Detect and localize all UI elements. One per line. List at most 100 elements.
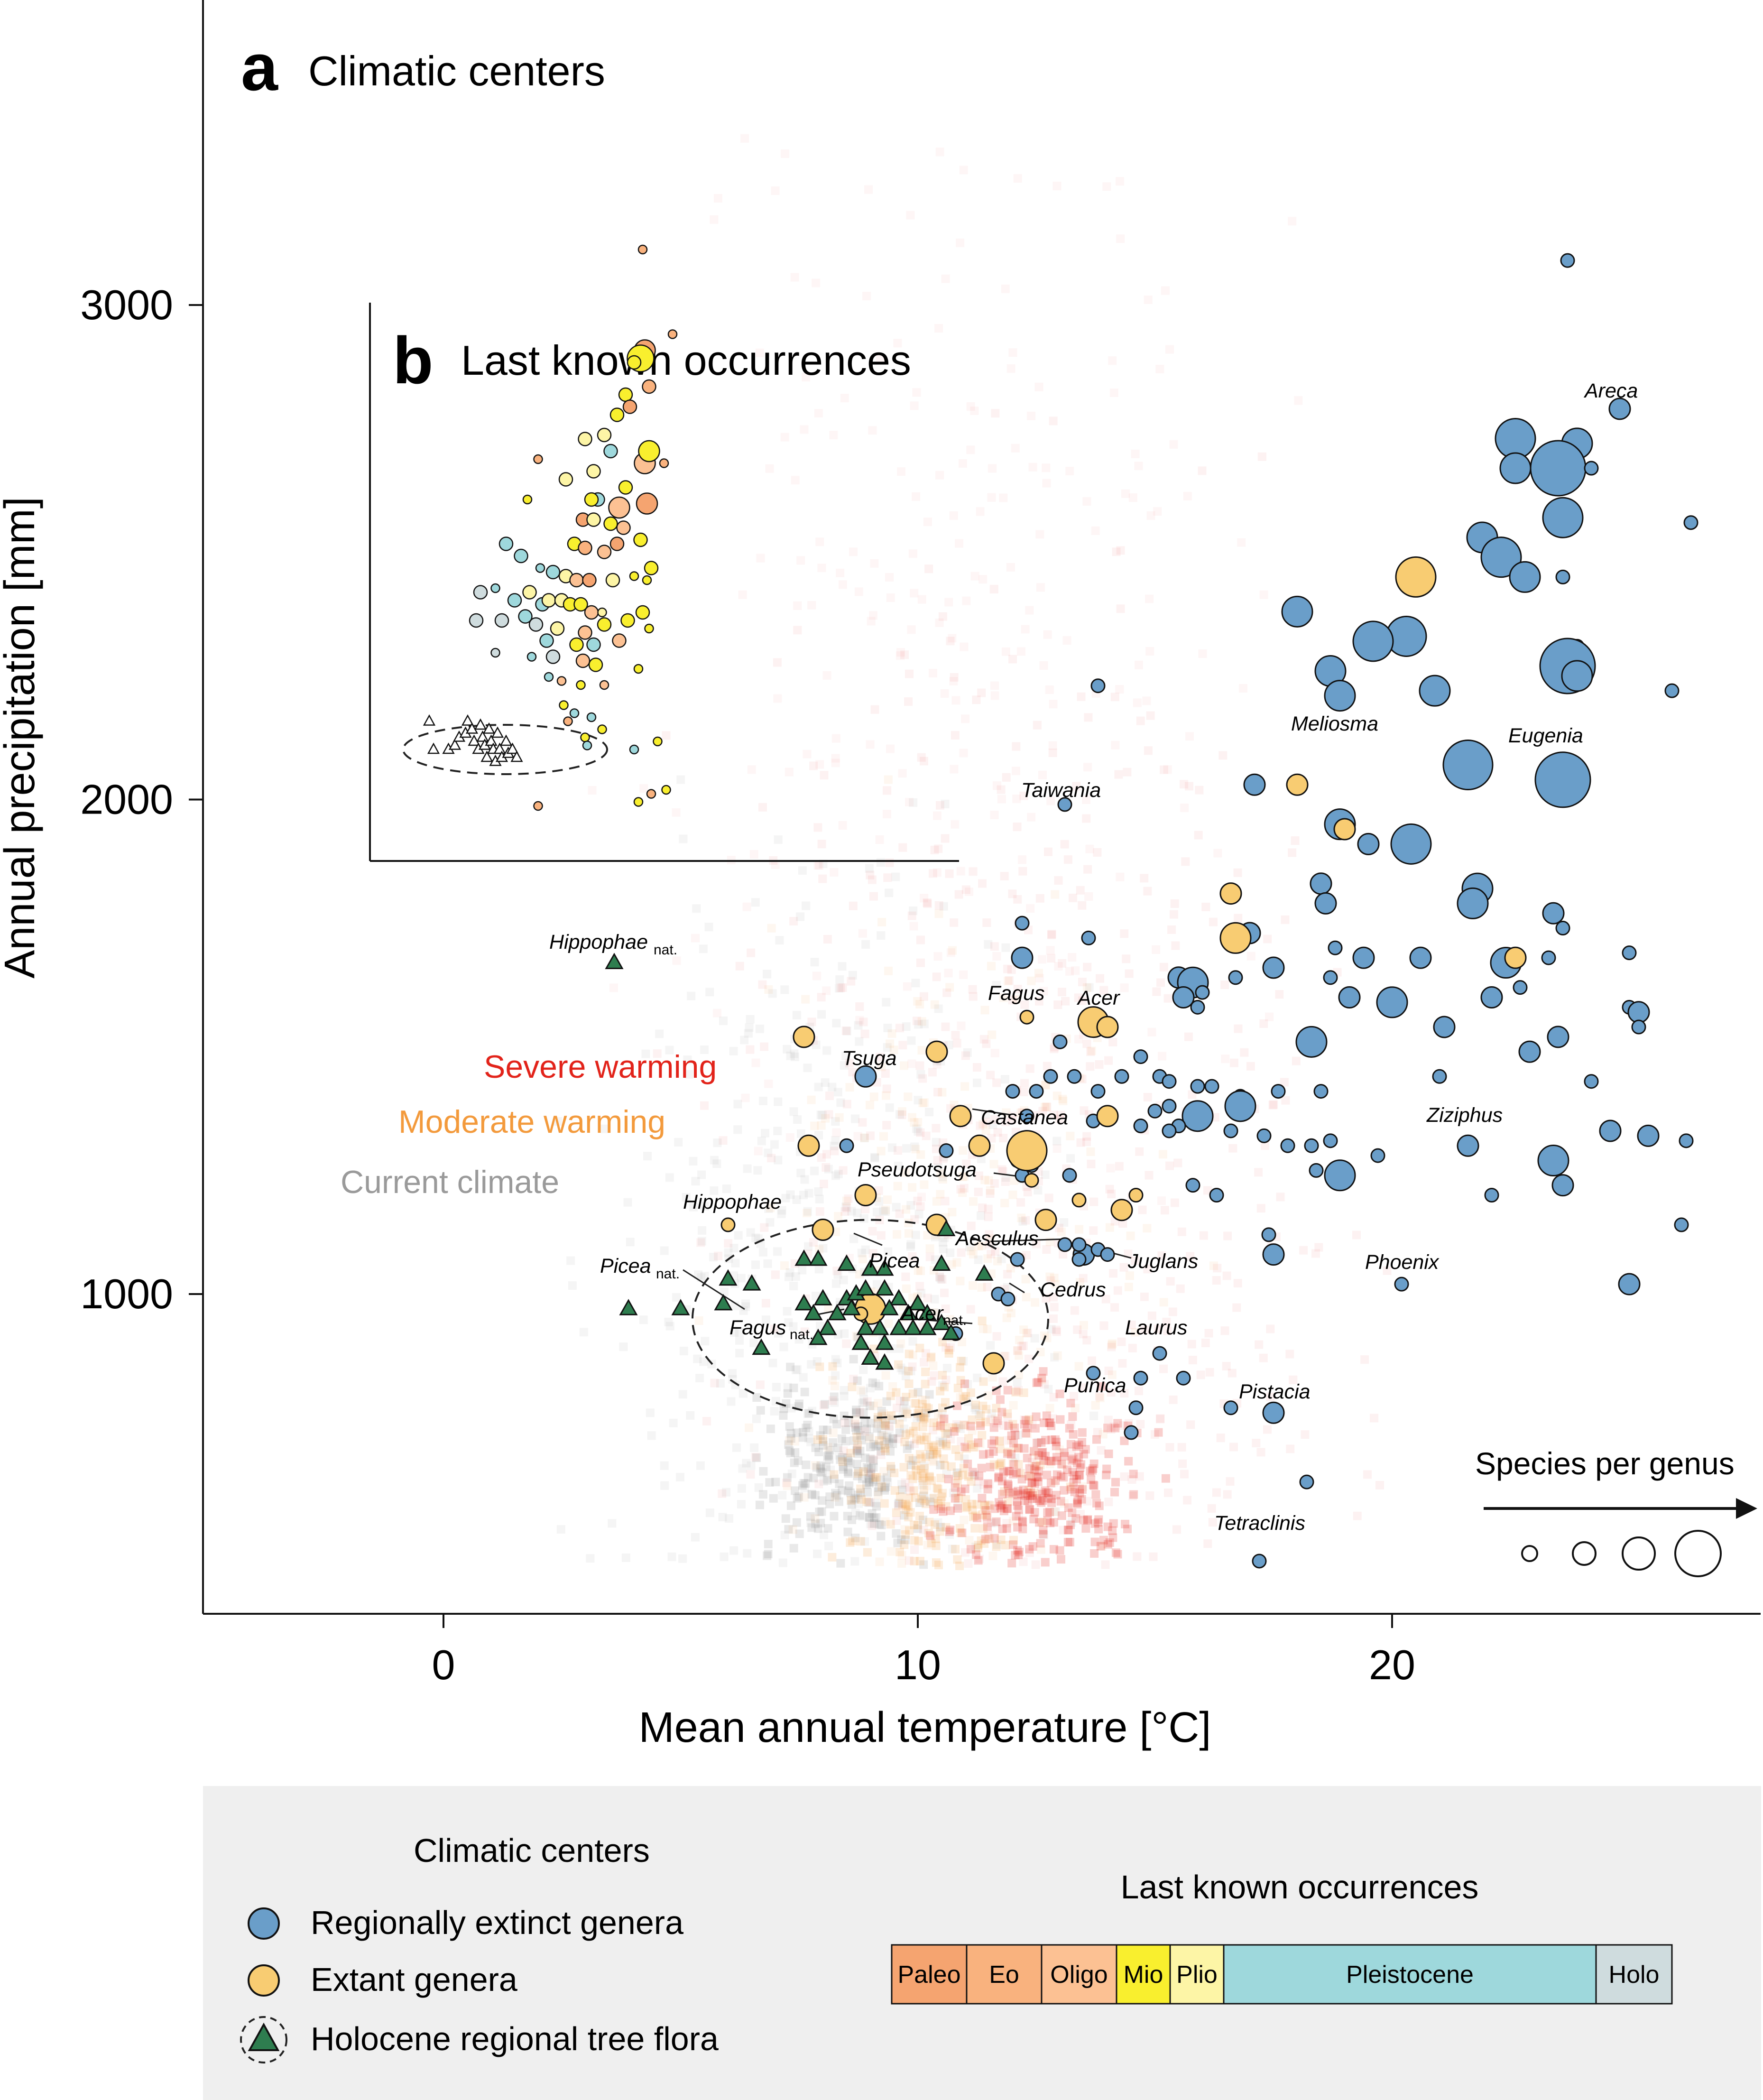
cloud-cell [1009, 1401, 1018, 1410]
cloud-cell [946, 948, 955, 957]
cloud-cell [954, 1422, 963, 1431]
cloud-cell [1007, 1559, 1016, 1568]
cloud-cell [969, 1512, 978, 1521]
cloud-cell [962, 596, 971, 605]
inset-point [533, 454, 543, 464]
cloud-cell [932, 1145, 941, 1154]
cloud-cell [1019, 1485, 1028, 1494]
inset-holocene-point [448, 738, 462, 750]
holocene-tree-point [809, 1328, 828, 1345]
cloud-cell [712, 1159, 721, 1168]
cloud-cell [1102, 1464, 1111, 1473]
cloud-cell [917, 1045, 926, 1055]
cloud-cell [974, 1255, 983, 1264]
cloud-cell [913, 1196, 922, 1205]
cloud-cell [786, 1051, 795, 1060]
cloud-cell [992, 1078, 1001, 1087]
extinct-genus-point [1204, 1079, 1219, 1094]
extinct-genus-point [1262, 1243, 1285, 1266]
cloud-cell [568, 1281, 577, 1290]
cloud-cell [887, 1411, 896, 1420]
cloud-cell [851, 1423, 860, 1432]
cloud-cell [987, 1439, 996, 1448]
extinct-genus-point [1338, 986, 1361, 1008]
extinct-genus-point [1457, 1134, 1479, 1157]
epoch-cell-mio [1116, 1944, 1171, 2005]
inset-point [599, 680, 609, 690]
cloud-cell [872, 1424, 881, 1433]
extinct-genus-point [1683, 515, 1698, 530]
inset-point [588, 657, 603, 672]
cloud-cell [928, 1494, 937, 1503]
cloud-cell [866, 1384, 875, 1393]
cloud-cell [1078, 1485, 1087, 1494]
cloud-cell [1134, 660, 1143, 669]
cloud-cell [938, 1370, 947, 1379]
cloud-cell [958, 1471, 967, 1480]
cloud-cell [934, 324, 943, 333]
annotation-taiwania: Taiwania [1021, 779, 1101, 802]
inset-point [633, 797, 644, 807]
cloud-cell [943, 1429, 952, 1438]
cloud-cell [662, 731, 671, 740]
cloud-cell [933, 1156, 942, 1165]
cloud-cell [746, 1470, 755, 1479]
cloud-cell [773, 1127, 782, 1136]
epoch-label: Paleo [898, 1961, 961, 1989]
cloud-cell [968, 1468, 977, 1477]
cloud-cell [1098, 1542, 1107, 1551]
cloud-cell [869, 611, 878, 620]
cloud-cell [980, 1502, 989, 1511]
cloud-cell [918, 1395, 927, 1404]
cloud-cell [914, 1127, 923, 1136]
cloud-cell [901, 1499, 910, 1508]
cloud-cell [886, 744, 895, 753]
cloud-cell [839, 1276, 848, 1285]
cloud-cell [1042, 463, 1051, 472]
cloud-cell [942, 1364, 951, 1373]
cloud-cell [1069, 1430, 1078, 1439]
cloud-cell [1198, 466, 1207, 475]
holocene-tree-point [880, 1299, 899, 1315]
cloud-cell [1183, 1496, 1192, 1505]
cloud-cell [832, 1128, 841, 1137]
cloud-cell [852, 1446, 861, 1455]
cloud-cell [852, 1426, 861, 1435]
cloud-cell [802, 1461, 811, 1470]
cloud-cell [952, 1420, 961, 1429]
cloud-cell [922, 1418, 931, 1427]
cloud-cell [1053, 1351, 1062, 1360]
cloud-cell [976, 1421, 985, 1430]
cloud-cell [812, 971, 822, 981]
cloud-cell [907, 1113, 916, 1122]
cloud-cell [1077, 692, 1086, 701]
cloud-cell [791, 1366, 800, 1375]
cloud-cell [1006, 364, 1015, 373]
cloud-cell [951, 1031, 960, 1040]
cloud-cell [1040, 1380, 1049, 1389]
cloud-cell [851, 1114, 860, 1123]
cloud-cell [926, 1532, 935, 1541]
cloud-cell [932, 1448, 941, 1457]
cloud-cell [848, 1536, 857, 1545]
cloud-cell [1037, 1374, 1046, 1383]
cloud-cell [836, 1098, 845, 1107]
extant-genus-point [1286, 773, 1309, 796]
cloud-cell [1042, 1245, 1051, 1254]
cloud-cell [665, 1322, 674, 1331]
cloud-cell [918, 1399, 927, 1408]
extinct-genus-point [1057, 797, 1072, 812]
cloud-cell [800, 1327, 809, 1336]
cloud-cell [879, 1418, 888, 1427]
cloud-cell [988, 1373, 997, 1382]
cloud-cell [1122, 954, 1131, 963]
cloud-cell [850, 1420, 859, 1429]
cloud-cell [794, 1492, 803, 1501]
cloud-cell [1121, 489, 1130, 498]
cloud-cell [1032, 1240, 1041, 1249]
cloud-cell [849, 1234, 858, 1243]
cloud-cell [1046, 1518, 1055, 1527]
cloud-cell [877, 1406, 886, 1415]
cloud-cell [855, 1002, 864, 1011]
cloud-cell [1008, 1115, 1017, 1124]
